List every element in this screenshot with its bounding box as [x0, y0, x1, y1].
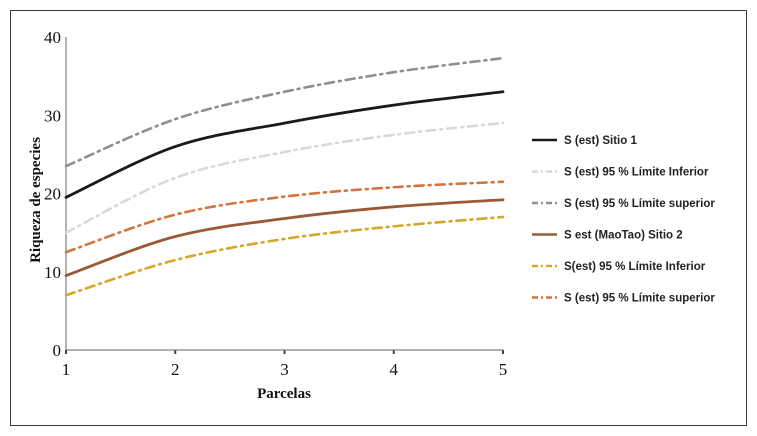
- legend: S (est) Sitio 1 S (est) 95 % Límite Infer…: [532, 135, 715, 305]
- y-tick-label: 0: [53, 341, 62, 360]
- chart-frame: [10, 10, 747, 426]
- grid: [65, 350, 504, 354]
- series-layer: [64, 56, 505, 297]
- y-tick-labels: 0 10 20 30 40: [44, 28, 61, 360]
- x-tick-label: 1: [62, 360, 71, 379]
- x-axis-label: Parcelas: [257, 386, 311, 402]
- series-line-2: [64, 121, 505, 234]
- x-tick-label: 4: [390, 360, 399, 379]
- series-line-3: [64, 56, 505, 168]
- legend-label-3: S (est) 95 % Límite superior: [564, 198, 715, 210]
- y-tick-label: 20: [44, 185, 61, 204]
- x-tick-labels: 1 2 3 4 5: [62, 360, 508, 379]
- y-axis-label: Riqueza de especies: [28, 137, 44, 263]
- legend-label-1: S (est) Sitio 1: [564, 135, 637, 147]
- y-tick-label: 40: [44, 28, 61, 47]
- series-line-6: [64, 180, 505, 254]
- y-tick-label: 10: [44, 263, 61, 282]
- x-tick-label: 2: [171, 360, 180, 379]
- legend-label-4: S est (MaoTao) Sitio 2: [564, 230, 683, 242]
- x-tick-label: 5: [499, 360, 508, 379]
- legend-label-2: S (est) 95 % Límite Inferior: [564, 167, 709, 179]
- legend-label-6: S (est) 95 % Límite superior: [564, 293, 715, 305]
- series-line-1: [64, 90, 505, 199]
- x-tick-label: 3: [280, 360, 289, 379]
- y-tick-label: 30: [44, 106, 61, 125]
- series-line-4: [64, 198, 505, 278]
- series-line-5: [64, 215, 505, 297]
- legend-label-5: S(est) 95 % Límite Inferior: [564, 261, 706, 273]
